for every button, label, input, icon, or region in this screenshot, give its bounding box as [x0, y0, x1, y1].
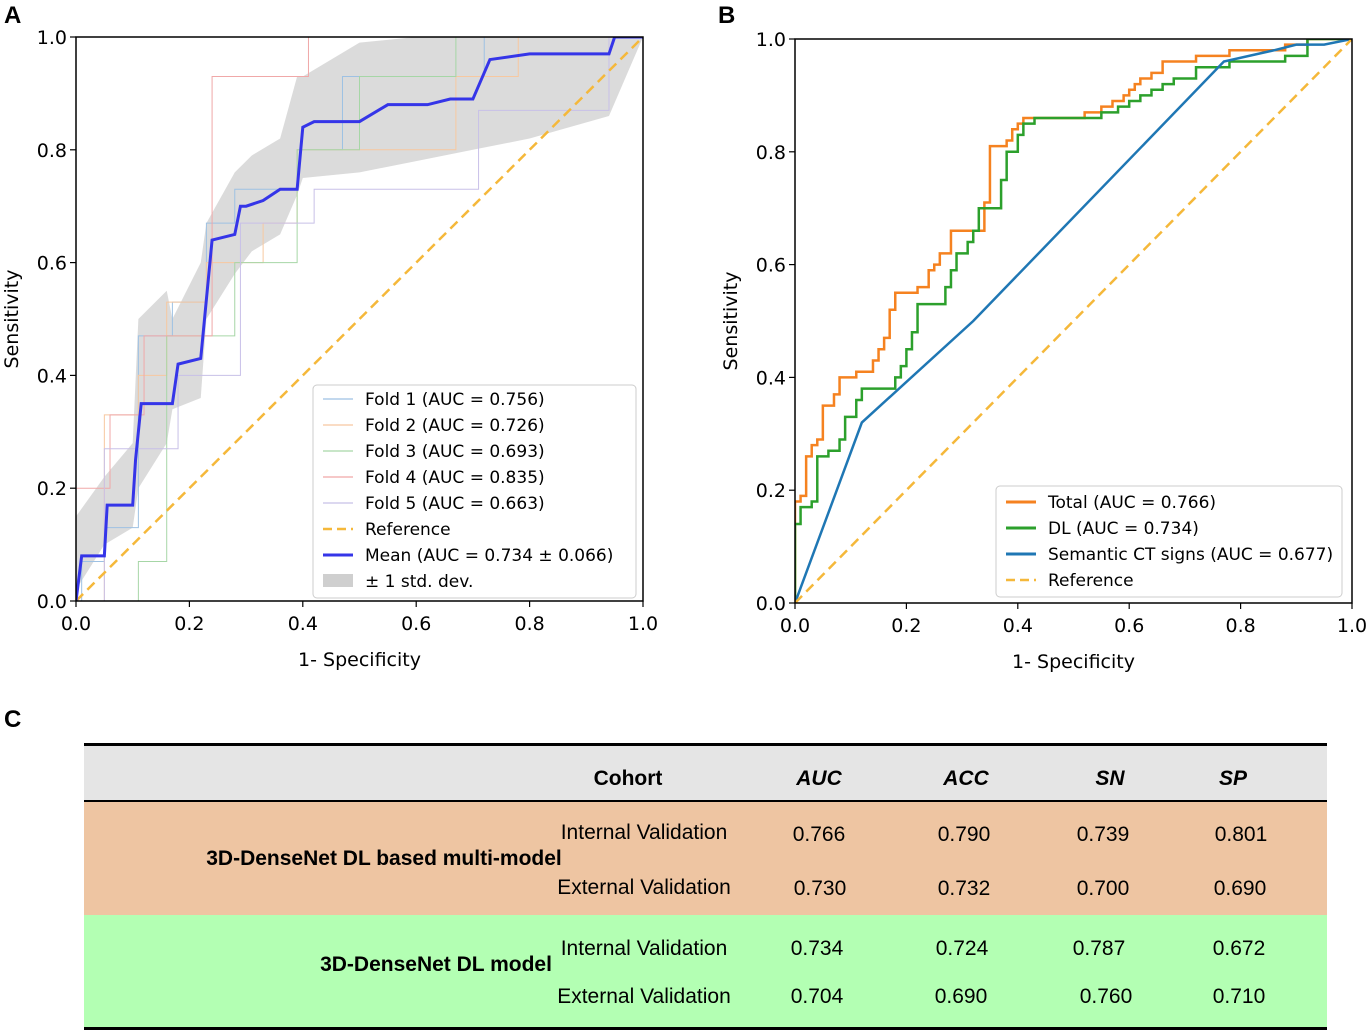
legend-label: Fold 1 (AUC = 0.756)	[365, 390, 545, 410]
x-axis-label: 1- Specificity	[298, 649, 421, 671]
table-header: Cohort AUC ACC SN SP	[84, 746, 1327, 802]
legend-label: ± 1 std. dev.	[365, 572, 473, 592]
y-tick-label: 0.4	[756, 367, 786, 389]
header-sp: SP	[1218, 767, 1248, 790]
header-auc: AUC	[796, 767, 842, 790]
series-line-1	[795, 39, 1352, 603]
x-tick-label: 0.2	[891, 615, 921, 637]
x-tick-label: 0.8	[1225, 615, 1255, 637]
series-line-3	[795, 39, 1352, 603]
acc-cell: 0.724	[935, 937, 989, 960]
y-tick-label: 1.0	[756, 29, 786, 51]
plot-content	[76, 37, 643, 601]
y-axis-label: Sensitivity	[720, 272, 742, 371]
sp-cell: 0.672	[1212, 937, 1266, 960]
table-bottom-rule	[84, 1027, 1327, 1030]
group-dl-model: 3D-DenseNet DL model Internal Validation…	[84, 915, 1327, 1027]
y-tick-label: 0.0	[756, 593, 786, 615]
y-tick-label: 0.6	[756, 255, 786, 277]
legend-label: Reference	[1048, 571, 1134, 591]
y-tick-label: 0.8	[37, 140, 67, 162]
auc-cell: 0.730	[793, 877, 847, 900]
x-tick-label: 0.6	[1114, 615, 1144, 637]
series-line-6	[76, 37, 643, 601]
x-tick-label: 0.6	[401, 613, 431, 635]
header-rule	[84, 800, 1327, 802]
legend-label: Fold 3 (AUC = 0.693)	[365, 442, 545, 462]
roc-chart-b: 0.0 0.2 0.4 0.6 0.8 1.0 0.0 0.2 0.4 0.6 0.8 1.0 1- S…	[720, 29, 1367, 673]
series-line-4	[795, 39, 1352, 603]
legend-label: DL (AUC = 0.734)	[1048, 519, 1199, 539]
x-tick-label: 1.0	[1337, 615, 1367, 637]
legend-label: Mean (AUC = 0.734 ± 0.066)	[365, 546, 613, 566]
sn-cell: 0.787	[1072, 937, 1126, 960]
legend-label: Fold 4 (AUC = 0.835)	[365, 468, 545, 488]
series-line-4	[76, 37, 643, 601]
legend-label: Total (AUC = 0.766)	[1047, 493, 1216, 513]
cohort-cell: Internal Validation	[560, 821, 728, 844]
plot-content	[795, 39, 1352, 603]
auc-cell: 0.766	[792, 823, 846, 846]
x-tick-label: 0.0	[61, 613, 91, 635]
table-top-rule	[84, 743, 1327, 746]
series-line-5	[76, 37, 643, 601]
series-line-7	[76, 37, 643, 601]
legend: Fold 1 (AUC = 0.756) Fold 2 (AUC = 0.726)…	[312, 384, 637, 599]
y-tick-label: 0.4	[37, 365, 67, 387]
panel-label-a: A	[4, 2, 22, 29]
header-cohort: Cohort	[593, 767, 663, 790]
sp-cell: 0.690	[1213, 877, 1267, 900]
y-tick-label: 1.0	[37, 27, 67, 49]
model-name: 3D-DenseNet DL based multi-model	[206, 847, 562, 870]
plot-frame	[75, 36, 644, 602]
sp-cell: 0.710	[1212, 985, 1266, 1008]
sp-cell: 0.801	[1214, 823, 1268, 846]
legend-label: Fold 5 (AUC = 0.663)	[365, 494, 545, 514]
roc-chart-a: 0.0 0.2 0.4 0.6 0.8 1.0 0.0 0.2 0.4 0.6 0.8 1.0 1- S…	[1, 27, 658, 671]
series-line-2	[795, 39, 1352, 603]
results-table: Cohort AUC ACC SN SP 3D-DenseNet DL base…	[84, 743, 1327, 1030]
auc-cell: 0.704	[790, 985, 844, 1008]
legend-box	[995, 485, 1343, 598]
legend-box	[312, 384, 637, 599]
panel-label-c: C	[4, 706, 22, 733]
cohort-cell: External Validation	[557, 985, 731, 1008]
legend-label: Fold 2 (AUC = 0.726)	[365, 416, 545, 436]
cohort-cell: Internal Validation	[560, 937, 728, 960]
x-tick-label: 1.0	[628, 613, 658, 635]
plot-frame	[794, 38, 1353, 604]
cohort-cell: External Validation	[557, 876, 731, 899]
acc-cell: 0.790	[937, 823, 991, 846]
y-tick-label: 0.0	[37, 591, 67, 613]
legend: Total (AUC = 0.766) DL (AUC = 0.734) Seman…	[995, 485, 1343, 598]
x-tick-label: 0.4	[1003, 615, 1033, 637]
header-acc: ACC	[943, 767, 989, 790]
panel-label-b: B	[718, 2, 736, 29]
y-tick-label: 0.2	[37, 478, 67, 500]
x-axis-label: 1- Specificity	[1012, 651, 1135, 673]
x-tick-label: 0.8	[514, 613, 544, 635]
y-tick-label: 0.2	[756, 480, 786, 502]
x-tick-label: 0.4	[288, 613, 318, 635]
x-tick-label: 0.0	[780, 615, 810, 637]
sn-cell: 0.739	[1076, 823, 1130, 846]
auc-cell: 0.734	[790, 937, 844, 960]
group-multi-model: 3D-DenseNet DL based multi-model Interna…	[84, 802, 1327, 915]
y-tick-label: 0.8	[756, 142, 786, 164]
legend-label: Reference	[365, 520, 451, 540]
y-tick-label: 0.6	[37, 253, 67, 275]
acc-cell: 0.690	[934, 985, 988, 1008]
sn-cell: 0.700	[1076, 877, 1130, 900]
y-axis-label: Sensitivity	[1, 270, 23, 369]
sn-cell: 0.760	[1079, 985, 1133, 1008]
legend-label: Semantic CT signs (AUC = 0.677)	[1048, 545, 1333, 565]
acc-cell: 0.732	[937, 877, 991, 900]
legend-swatch	[323, 574, 353, 587]
model-name: 3D-DenseNet DL model	[320, 953, 552, 976]
header-sn: SN	[1095, 767, 1125, 790]
series-line-3	[76, 37, 643, 601]
x-tick-label: 0.2	[174, 613, 204, 635]
